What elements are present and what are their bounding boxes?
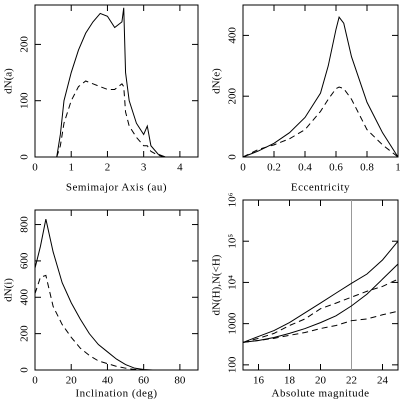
data-line xyxy=(242,86,399,158)
data-line xyxy=(242,278,399,343)
plot-frame xyxy=(242,199,399,371)
y-tick-label: 100 xyxy=(227,356,239,373)
x-axis-label: Inclination (deg) xyxy=(75,388,157,400)
x-tick-label: 60 xyxy=(138,375,150,387)
y-tick-label: 600 xyxy=(19,252,31,269)
x-tick-label: 0.4 xyxy=(298,162,312,174)
y-tick-label: 1000 xyxy=(227,312,239,335)
x-tick-label: 1 xyxy=(68,162,74,174)
plot-frame xyxy=(242,4,399,158)
x-axis-label: Absolute magnitude xyxy=(272,388,370,400)
y-tick-label: 10⁵ xyxy=(227,234,239,249)
plot-frame xyxy=(34,4,199,158)
y-tick-label: 800 xyxy=(19,216,31,233)
y-axis-label: dN(e) xyxy=(211,68,223,94)
x-tick-label: 3 xyxy=(141,162,147,174)
x-tick-label: 20 xyxy=(315,375,327,387)
x-tick-label: 2 xyxy=(105,162,111,174)
y-axis-label: dN(a) xyxy=(3,68,15,94)
x-tick-label: 0.2 xyxy=(267,162,281,174)
x-tick-label: 0.8 xyxy=(360,162,374,174)
y-tick-label: 200 xyxy=(19,36,31,53)
x-tick-label: 40 xyxy=(102,375,114,387)
data-line xyxy=(34,274,153,371)
x-axis-label: Eccentricity xyxy=(291,182,350,194)
data-line xyxy=(242,240,399,343)
x-axis-label: Semimajor Axis (au) xyxy=(66,182,167,194)
x-tick-label: 20 xyxy=(66,375,78,387)
x-tick-label: 0.6 xyxy=(329,162,343,174)
x-tick-label: 0 xyxy=(32,162,38,174)
y-axis-label: dN(i) xyxy=(3,278,15,302)
data-line xyxy=(34,218,153,371)
x-tick-label: 4 xyxy=(177,162,183,174)
x-tick-label: 16 xyxy=(253,375,265,387)
y-axis-label: dN(H),N(<H) xyxy=(211,254,223,315)
y-tick-label: 400 xyxy=(227,27,239,44)
y-tick-label: 0 xyxy=(19,367,31,373)
y-tick-label: 200 xyxy=(227,87,239,104)
y-tick-label: 100 xyxy=(19,92,31,109)
y-tick-label: 10⁴ xyxy=(227,275,239,290)
y-tick-label: 0 xyxy=(227,154,239,160)
x-tick-label: 0 xyxy=(240,162,246,174)
data-line xyxy=(56,80,180,158)
plot-frame xyxy=(34,209,199,371)
x-tick-label: 80 xyxy=(174,375,186,387)
y-tick-label: 400 xyxy=(19,289,31,306)
x-tick-label: 18 xyxy=(284,375,296,387)
data-line xyxy=(56,7,180,158)
y-tick-label: 200 xyxy=(19,325,31,342)
data-line xyxy=(242,16,399,158)
x-tick-label: 24 xyxy=(377,375,389,387)
y-tick-label: 10⁶ xyxy=(227,192,239,207)
x-tick-label: 1 xyxy=(395,162,400,174)
x-tick-label: 0 xyxy=(32,375,38,387)
x-tick-label: 22 xyxy=(346,375,357,387)
data-line xyxy=(242,310,399,343)
y-tick-label: 0 xyxy=(19,154,31,160)
